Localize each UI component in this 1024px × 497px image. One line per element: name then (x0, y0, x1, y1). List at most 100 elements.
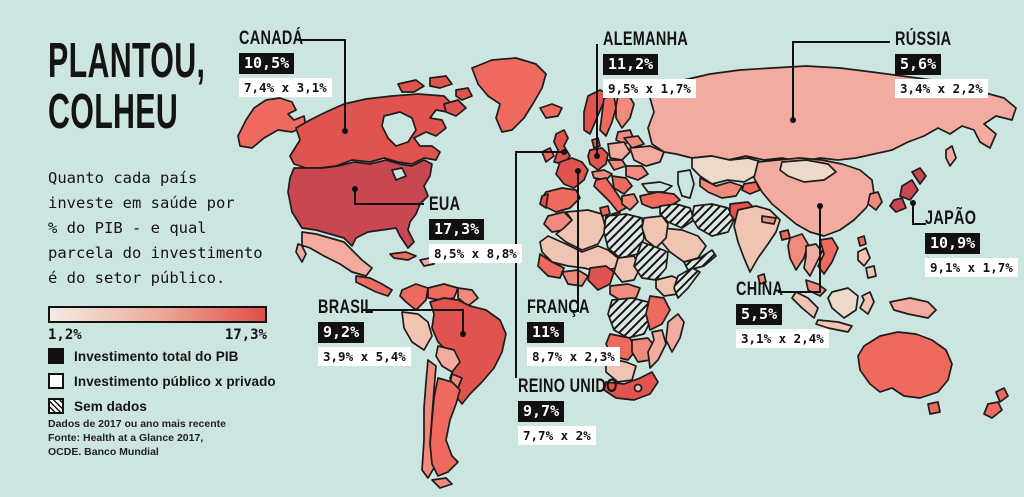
split-badge: 8,7% x 2,3% (527, 347, 620, 366)
country-south-africa (603, 371, 659, 401)
country-drc-nodata (607, 297, 653, 339)
color-scale-bar (48, 306, 267, 323)
country-label: CHINA (736, 279, 784, 300)
callout-eua: EUA 17,3% 8,5% x 8,8% (429, 194, 522, 263)
leader-canada (298, 39, 346, 131)
country-nepal (761, 215, 777, 225)
leader-dot-franca (575, 168, 581, 174)
total-badge: 11,2% (603, 54, 659, 75)
sakhalin (945, 145, 957, 167)
country-iceland (539, 103, 563, 119)
country-japan-kyushu (889, 197, 907, 213)
legend: Investimento total do PIB Investimento p… (48, 348, 276, 423)
arctic-island (455, 87, 473, 101)
arctic-island (443, 99, 467, 117)
leader-reino-unido (515, 151, 564, 378)
country-lesotho (633, 383, 643, 393)
country-iran-nodata (691, 203, 735, 237)
legend-label: Investimento público x privado (74, 373, 276, 389)
country-greenland (471, 57, 547, 133)
country-china (753, 157, 875, 237)
black-sea (641, 181, 673, 193)
country-mozambique (647, 329, 667, 369)
caspian-sea (677, 169, 695, 199)
leader-japao (912, 203, 926, 225)
country-egypt (641, 215, 669, 249)
page-title-line2: COLHEU (48, 84, 179, 139)
legend-label: Investimento total do PIB (74, 348, 239, 364)
country-label: REINO UNIDO (518, 376, 618, 397)
leader-dot-canada (342, 128, 348, 134)
country-finland (615, 93, 635, 129)
country-peru (401, 311, 433, 351)
split-badge: 9,5% x 1,7% (603, 79, 696, 98)
country-ireland (541, 147, 555, 163)
callout-japao: JAPÃO 10,9% 9,1% x 1,7% (925, 208, 1018, 277)
region-oceania (857, 331, 1009, 419)
country-madagascar (665, 313, 685, 353)
total-badge: 5,5% (736, 304, 783, 325)
leader-franca (571, 171, 579, 312)
country-label: CANADÁ (239, 28, 304, 49)
legend-item-public-private: Investimento público x privado (48, 373, 276, 389)
page-title: PLANTOU, COLHEU (48, 36, 205, 138)
java (815, 319, 853, 333)
callout-leader-lines (298, 39, 926, 378)
split-badge: 8,5% x 8,8% (429, 244, 522, 263)
country-japan-honshu (899, 179, 919, 201)
kyrgyz-tajik (741, 181, 761, 195)
philippines (857, 247, 871, 267)
new-zealand-south (983, 401, 1003, 419)
country-tunisia (599, 205, 611, 217)
vietnam-laos (817, 237, 839, 275)
country-sudan-nodata (633, 241, 669, 281)
split-badge: 3,4% x 2,2% (895, 79, 988, 98)
country-myanmar (787, 233, 809, 271)
callout-franca: FRANÇA 11% 8,7% x 2,3% (527, 297, 620, 366)
total-badge: 17,3% (429, 219, 485, 240)
scale-max-label: 17,3% (224, 327, 267, 343)
region-asia (733, 157, 937, 333)
hudson-bay (381, 111, 417, 147)
country-nigeria (587, 265, 615, 291)
senegal-guinea (537, 253, 565, 279)
country-label: FRANÇA (527, 297, 590, 318)
country-algeria (555, 209, 607, 251)
leader-russia (792, 41, 890, 120)
country-india (733, 205, 781, 273)
country-japan-hokkaido (911, 167, 927, 185)
leader-eua (354, 189, 424, 205)
total-badge: 11% (527, 322, 565, 343)
country-france (555, 157, 589, 189)
split-badge: 3,9% x 5,4% (318, 347, 411, 366)
new-guinea (889, 297, 937, 319)
country-sweden (599, 95, 617, 137)
total-badge: 5,6% (895, 54, 942, 75)
total-badge: 9,7% (518, 401, 565, 422)
country-bangladesh (779, 229, 791, 241)
country-bolivia (435, 345, 461, 373)
kenya-tanzania (645, 295, 671, 331)
country-greece (621, 193, 639, 211)
alps-states (591, 169, 613, 181)
country-label: RÚSSIA (895, 29, 952, 50)
country-portugal (539, 193, 549, 209)
country-thailand (803, 243, 823, 277)
country-germany (587, 147, 609, 171)
split-badge: 7,4% x 3,1% (239, 78, 332, 97)
country-alaska (237, 97, 307, 149)
borneo (827, 287, 859, 319)
source-note: Dados de 2017 ou ano mais recente Fonte:… (48, 418, 226, 458)
great-lakes (391, 167, 407, 181)
country-venezuela (427, 283, 459, 301)
uzbek-turkmen (699, 177, 743, 199)
white-square-icon (48, 373, 64, 389)
leader-china (778, 206, 821, 293)
hatched-square-icon (48, 398, 64, 414)
country-chad (613, 255, 641, 283)
leader-brasil (362, 309, 464, 334)
leader-dot-japao (910, 200, 916, 206)
region-north-america (237, 57, 547, 297)
